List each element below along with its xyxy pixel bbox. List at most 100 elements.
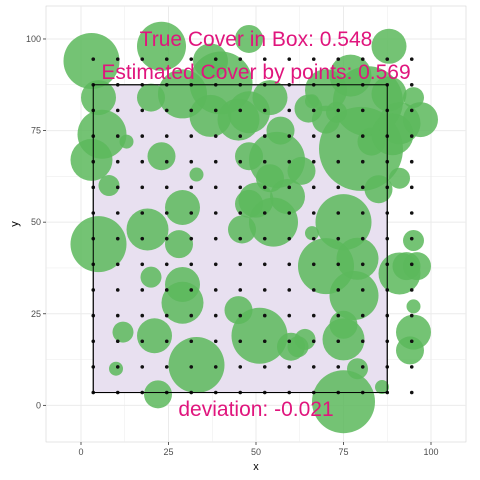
sample-point [287,365,292,369]
cover-circle [165,190,200,226]
sample-point [336,262,341,267]
cover-circle [371,28,407,64]
sample-point [262,134,267,138]
sample-point [213,185,218,190]
sample-point [115,159,120,164]
x-tick-label: 25 [163,447,173,457]
sample-point [213,313,218,318]
sample-point [360,185,365,190]
sample-point [360,236,365,241]
x-tick-label: 0 [78,447,83,457]
sample-point [409,57,414,61]
sample-point [311,185,316,190]
sample-box-outline [92,84,388,394]
cover-circle [375,380,389,395]
sample-point [213,211,218,215]
sample-point [409,365,414,369]
sample-point [287,211,292,215]
sample-point [311,211,316,215]
y-tick-label: 100 [26,34,41,44]
sample-point [360,134,365,138]
sample-point [115,134,120,138]
sample-point [287,108,292,113]
sample-point [115,185,120,190]
cover-circle [294,328,316,350]
sample-point [115,288,120,292]
sample-point [164,134,169,138]
cover-circle [364,175,393,204]
sample-point [262,108,267,113]
y-axis-label: y [9,221,21,227]
sample-point [140,339,145,344]
sample-point [287,159,292,164]
cover-circle [81,80,116,116]
cover-circle [137,318,172,354]
sample-point [189,236,194,241]
sample-point [336,57,341,61]
cover-circle [389,167,410,189]
cover-circle [231,307,288,364]
y-tick-label: 0 [36,400,41,410]
sample-point [189,57,194,61]
sample-point [213,288,218,292]
sample-point [287,236,292,241]
sample-point [238,288,243,292]
sample-point [311,108,316,113]
cover-circle [266,116,295,145]
sample-point [213,57,218,61]
sample-point [336,313,341,318]
sample-point [360,313,365,318]
cover-circle [63,32,120,89]
sample-point [140,57,145,61]
sample-point [311,159,316,164]
cover-circle [161,281,204,324]
cover-circle [403,229,424,251]
sample-point [164,262,169,267]
sample-point [140,211,145,215]
cover-circle [315,194,372,251]
sample-point [164,211,169,215]
sample-point [164,288,169,292]
y-tick-label: 50 [31,217,41,227]
sample-point [360,57,365,61]
sample-point [213,236,218,241]
sample-point [164,185,169,190]
cover-circle [112,321,134,343]
sample-point [336,108,341,113]
plot-area [45,5,467,443]
sample-point [238,57,243,61]
deviation-annotation: deviation: -0.021 [178,398,333,421]
sample-point [360,108,365,113]
cover-circle [252,80,288,116]
sample-point [262,365,267,369]
sample-point [213,108,218,113]
sample-point [238,262,243,267]
sample-point [409,339,414,344]
cover-circle [126,208,169,251]
sample-point [262,236,267,241]
sample-point [115,365,120,369]
sample-point [189,159,194,164]
sample-point [115,108,120,113]
cover-circle [287,156,316,185]
sample-point [409,262,414,267]
sample-point [164,339,169,344]
sample-point [409,82,414,87]
sample-point [409,390,414,395]
sample-point [115,211,120,215]
sample-point [409,288,414,292]
sample-point [287,313,292,318]
cover-circle [137,83,165,112]
sample-point [213,365,218,369]
x-tick-label: 100 [423,447,438,457]
sample-point [115,57,120,61]
cover-circle [137,21,186,71]
sample-point [409,108,414,113]
sample-point [189,365,194,369]
sample-point [336,236,341,241]
sample-point [164,365,169,369]
cover-circle [119,134,134,149]
sample-point [189,211,194,215]
sample-point [311,339,316,344]
cover-circle [312,370,375,434]
